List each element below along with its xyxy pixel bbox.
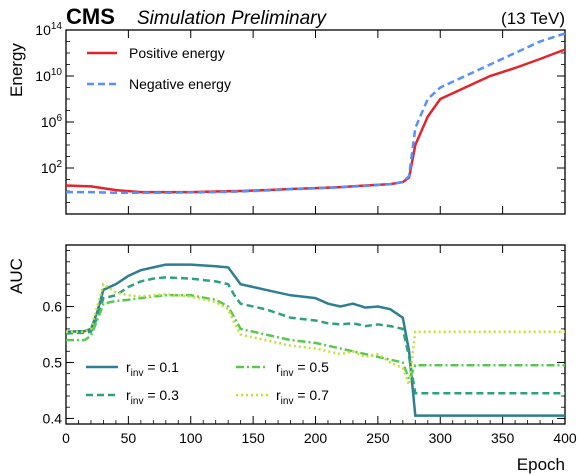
bottom-panel-series (65, 263, 565, 417)
legend-label-rinv-1: rinv = 0.3 (126, 387, 179, 407)
bottom-xlabel: Epoch (517, 455, 565, 474)
top-ytick-label: 1014 (35, 21, 62, 38)
bottom-xtick-label: 250 (366, 430, 390, 446)
legend-positive-energy: Positive energy (129, 45, 225, 61)
bottom-xtick-label: 150 (241, 430, 265, 446)
top-series-line-1 (66, 32, 566, 195)
bottom-xtick-label: 100 (179, 430, 203, 446)
top-panel-series (65, 32, 566, 195)
cms-brand: CMS (66, 4, 115, 29)
legend-label-rinv-3: rinv = 0.7 (276, 387, 329, 407)
bottom-series-line-0 (65, 263, 565, 417)
top-ylabel: Energy (7, 43, 26, 97)
bottom-panel-ticks: 0.4 0.5 0.6 0 50 100 150 200 250 300 350 400 (43, 245, 577, 446)
bottom-series-line-1 (65, 276, 565, 395)
bottom-xtick-label: 400 (553, 430, 577, 446)
bottom-xtick-label: 350 (491, 430, 515, 446)
legend-negative-energy: Negative energy (129, 76, 231, 92)
bottom-xtick-label: 200 (304, 430, 328, 446)
top-panel-ticks: 102 106 1010 1014 (35, 21, 566, 215)
top-ytick-label: 106 (41, 113, 63, 130)
top-ytick-label: 1010 (35, 67, 62, 84)
bottom-ylabel: AUC (7, 258, 26, 294)
bottom-xtick-label: 50 (121, 430, 137, 446)
bottom-xtick-label: 0 (62, 430, 70, 446)
energy-label: (13 TeV) (501, 9, 565, 28)
bottom-series-line-3 (66, 282, 565, 386)
top-legend: Positive energy Negative energy (87, 45, 231, 92)
legend-label-rinv-2: rinv = 0.5 (276, 359, 329, 379)
bottom-legend: rinv = 0.1 rinv = 0.3 rinv = 0.5 rinv = 0.7 (86, 359, 329, 407)
bottom-ytick-label: 0.5 (43, 354, 63, 370)
bottom-ytick-label: 0.6 (43, 299, 63, 315)
bottom-ytick-label: 0.4 (43, 410, 63, 426)
bottom-series-line-2 (66, 294, 565, 383)
top-series-line-0 (65, 48, 566, 194)
legend-label-rinv-0: rinv = 0.1 (126, 359, 179, 379)
top-ytick-label: 102 (41, 159, 63, 176)
cms-subtitle: Simulation Preliminary (137, 8, 328, 29)
bottom-xtick-label: 300 (429, 430, 453, 446)
